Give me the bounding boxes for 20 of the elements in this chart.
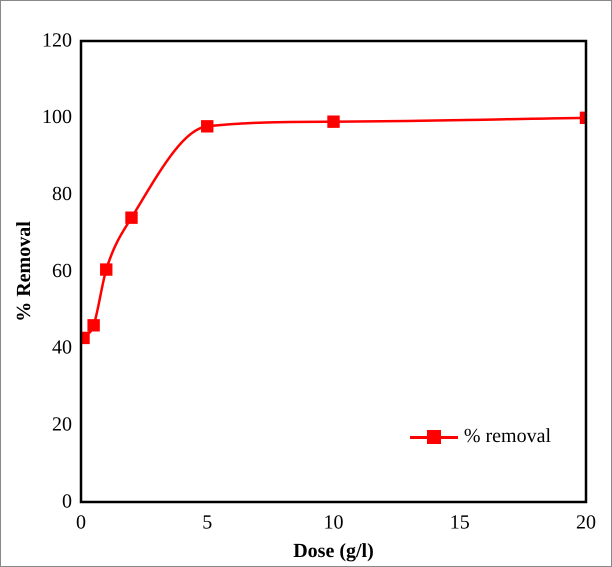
point — [201, 120, 214, 132]
x-tick-label: 15 — [450, 511, 470, 534]
x-tick-label: 10 — [324, 511, 344, 534]
y-tick-label: 60 — [52, 260, 72, 282]
x-tick-label: 5 — [202, 511, 212, 534]
y-tick-label: 20 — [52, 413, 72, 436]
point — [125, 212, 138, 224]
x-tick-label: 0 — [76, 511, 86, 534]
point — [327, 115, 340, 128]
x-axis-title: Dose (g/l) — [293, 540, 374, 562]
point — [87, 319, 100, 332]
point — [100, 263, 112, 276]
legend-label: % removal — [464, 425, 551, 448]
y-tick-label: 80 — [52, 182, 72, 205]
y-tick-label: 40 — [52, 336, 72, 359]
x-tick-label: 20 — [576, 511, 596, 534]
y-tick-label: 120 — [42, 29, 72, 52]
y-tick-label: 0 — [62, 490, 72, 512]
y-axis-title: % Removal — [13, 220, 36, 322]
y-tick-label: 100 — [42, 106, 72, 128]
